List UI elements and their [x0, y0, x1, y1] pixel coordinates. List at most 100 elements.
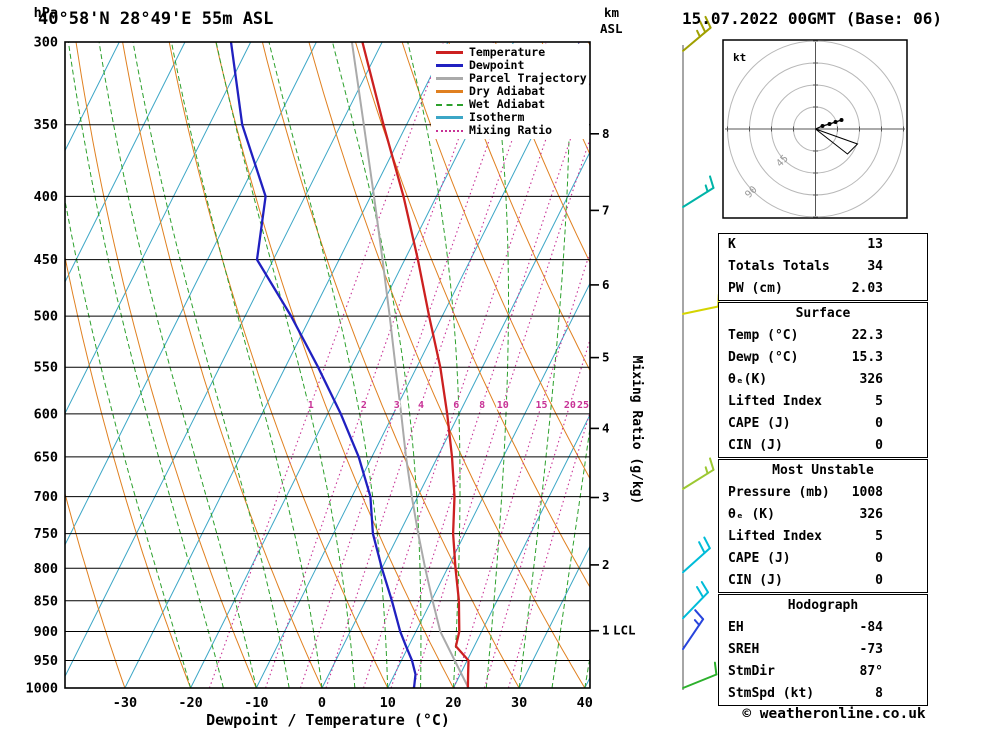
stat-label: CIN (J)	[728, 438, 783, 453]
svg-text:6: 6	[453, 400, 459, 411]
stat-row: θₑ (K) 326	[719, 504, 927, 526]
svg-text:-10: -10	[244, 695, 268, 711]
legend-line-sample	[436, 90, 463, 93]
x-axis-title: Dewpoint / Temperature (°C)	[206, 711, 450, 729]
stat-value: 13	[867, 237, 883, 252]
svg-text:0: 0	[318, 695, 326, 711]
legend-item: Isotherm	[436, 111, 589, 124]
stat-value: -84	[859, 620, 883, 635]
stat-label: Lifted Index	[728, 394, 822, 409]
stat-label: CAPE (J)	[728, 416, 791, 431]
pressure-axis-labels: 300 350 400 450 500 550 600 650 700 750 800 850 900 9…	[25, 5, 58, 697]
panel-header: Most Unstable	[772, 463, 874, 478]
stat-label: K	[728, 237, 736, 252]
stat-label: CAPE (J)	[728, 551, 791, 566]
svg-text:1: 1	[602, 623, 610, 638]
svg-text:700: 700	[34, 489, 58, 505]
legend-item: Dewpoint	[436, 59, 589, 72]
panel-header: Hodograph	[787, 598, 859, 613]
stat-value: 0	[875, 551, 883, 566]
legend-line-sample	[436, 77, 463, 80]
wind-barb	[682, 457, 715, 490]
stat-row: StmSpd (kt) 8	[719, 683, 927, 705]
stat-label: StmDir	[728, 664, 775, 679]
svg-text:4: 4	[602, 420, 610, 435]
most-unstable-panel: Most Unstable Pressure (mb) 1008 θₑ (K) 326 L…	[718, 459, 928, 593]
stat-value: -73	[859, 642, 883, 657]
svg-text:5: 5	[602, 350, 610, 365]
stat-label: θₑ(K)	[728, 372, 768, 387]
svg-text:20: 20	[445, 695, 461, 711]
legend-line-sample	[436, 129, 463, 132]
panel-header: Surface	[795, 306, 851, 321]
datetime-label: 15.07.2022 00GMT (Base: 06)	[681, 9, 943, 28]
svg-text:4: 4	[418, 400, 424, 411]
stat-row: Dewp (°C) 15.3	[719, 347, 927, 369]
svg-text:450: 450	[34, 252, 58, 268]
stat-label: Temp (°C)	[728, 328, 799, 343]
isotherms-group	[65, 42, 590, 688]
svg-text:25: 25	[577, 400, 589, 411]
mixing-ratio-labels: 1 2 3 4 6 8 10 15 20 25	[306, 398, 590, 412]
legend-item: Dry Adiabat	[436, 85, 589, 98]
svg-text:10: 10	[380, 695, 396, 711]
stat-label: CIN (J)	[728, 573, 783, 588]
stat-label: EH	[728, 620, 744, 635]
stat-label: SREH	[728, 642, 760, 657]
dewpoint-curve	[229, 42, 417, 688]
stat-value: 34	[867, 259, 883, 274]
stat-row: Totals Totals 34	[719, 256, 927, 278]
lcl-label: LCL	[613, 623, 636, 638]
svg-text:400: 400	[34, 189, 58, 205]
stat-row: CIN (J) 0	[719, 570, 927, 592]
stat-row: Lifted Index 5	[719, 526, 927, 548]
page-title: 40°58'N 28°49'E 55m ASL	[38, 9, 274, 29]
svg-text:550: 550	[34, 360, 58, 376]
wind-barb	[682, 609, 705, 651]
indices-panel: K 13 Totals Totals 34 PW (cm) 2.03	[718, 233, 928, 301]
legend-item-label: Isotherm	[469, 110, 525, 124]
stat-value: 2.03	[851, 281, 883, 296]
wind-barb	[682, 536, 711, 574]
hodograph-unit-label: kt	[733, 51, 746, 64]
stat-label: StmSpd (kt)	[728, 686, 815, 701]
stat-row: K 13	[719, 234, 927, 256]
legend-item-label: Dewpoint	[469, 58, 525, 72]
wind-barb	[682, 15, 712, 52]
wind-barb	[682, 175, 715, 208]
svg-text:350: 350	[34, 117, 58, 133]
stat-row: CAPE (J) 0	[719, 413, 927, 435]
hodograph-panel: Hodograph EH -84 SREH -73 StmDir 87° StmSpd (kt…	[718, 594, 928, 706]
svg-text:800: 800	[34, 561, 58, 577]
mixing-ratio-axis-label: Mixing Ratio (g/kg)	[629, 356, 644, 505]
copyright: © weatheronline.co.uk	[742, 706, 926, 722]
svg-text:950: 950	[34, 653, 58, 669]
parcel-trajectory-curve	[350, 42, 470, 688]
stat-row: CAPE (J) 0	[719, 548, 927, 570]
svg-text:1: 1	[308, 400, 314, 411]
svg-text:15: 15	[535, 400, 547, 411]
stat-label: Lifted Index	[728, 529, 822, 544]
stat-row: StmDir 87°	[719, 661, 927, 683]
legend-line-sample	[436, 116, 463, 119]
svg-text:850: 850	[34, 593, 58, 609]
stat-value: 326	[859, 507, 883, 522]
svg-text:-20: -20	[178, 695, 202, 711]
svg-text:40: 40	[577, 695, 593, 711]
stat-label: PW (cm)	[728, 281, 783, 296]
stat-row: SREH -73	[719, 639, 927, 661]
svg-text:2: 2	[602, 557, 610, 572]
stat-value: 0	[875, 438, 883, 453]
stat-value: 0	[875, 573, 883, 588]
stat-value: 87°	[859, 664, 883, 679]
svg-text:7: 7	[602, 202, 610, 217]
svg-text:3: 3	[394, 400, 400, 411]
legend-item: Parcel Trajectory	[436, 72, 589, 85]
svg-text:2: 2	[361, 400, 367, 411]
stat-row: Lifted Index 5	[719, 391, 927, 413]
stat-value: 326	[859, 372, 883, 387]
stat-value: 8	[875, 686, 883, 701]
stat-label: Pressure (mb)	[728, 485, 830, 500]
stat-value: 5	[875, 394, 883, 409]
